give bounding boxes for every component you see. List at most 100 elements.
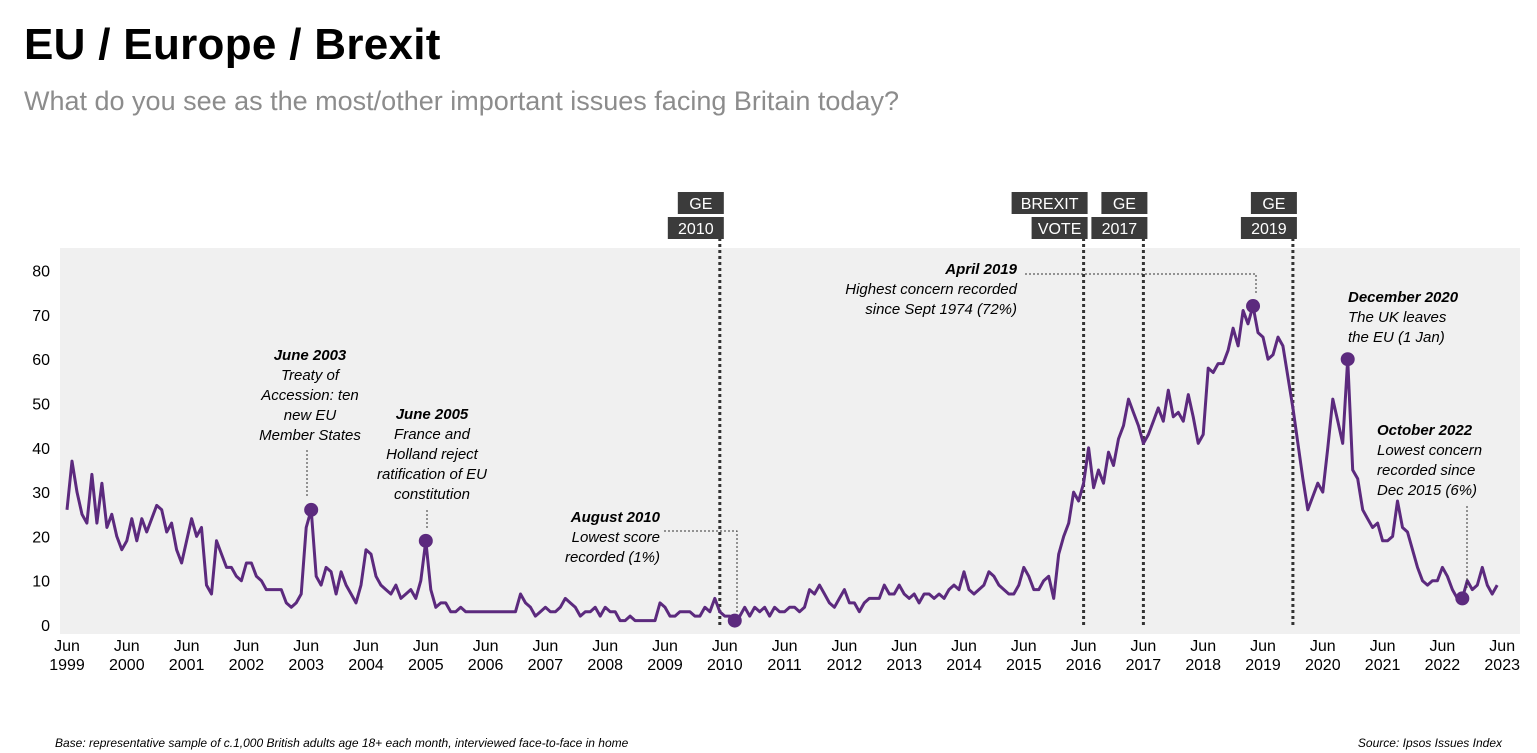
annotation-marker	[1455, 591, 1470, 606]
annotation-text: France and	[394, 426, 471, 443]
x-tick-label: Jun	[1190, 638, 1216, 655]
x-tick-label: 2015	[1006, 657, 1042, 674]
series-line	[65, 304, 1499, 623]
x-tick-label: Jun	[1250, 638, 1276, 655]
annotation-text: Accession: ten	[260, 387, 359, 404]
x-tick-label: Jun	[54, 638, 80, 655]
x-tick-label: 2021	[1365, 657, 1401, 674]
x-tick-label: Jun	[832, 638, 858, 655]
annotation-marker	[304, 502, 319, 517]
annotation-text: Lowest score	[572, 529, 660, 546]
annotation-marker	[418, 533, 433, 548]
footer-base-note: Base: representative sample of c.1,000 B…	[55, 736, 629, 750]
line-chart: 0 10 20 30 40 50 60 70 80 Jun 1999 Jun 2000 Jun 2001 Ju…	[32, 192, 1520, 674]
x-tick-label: 2001	[169, 657, 205, 674]
annotation-text: Treaty of	[281, 367, 341, 384]
event-label: VOTE	[1038, 221, 1082, 238]
event-label: 2010	[678, 221, 714, 238]
x-tick-label: 2012	[827, 657, 863, 674]
page-subtitle: What do you see as the most/other import…	[24, 86, 899, 116]
x-tick-label: Jun	[293, 638, 319, 655]
y-tick-label: 70	[32, 308, 50, 325]
event-label-box	[667, 217, 724, 239]
annotation-marker	[1246, 299, 1261, 314]
y-tick-label: 50	[32, 397, 50, 414]
x-tick-label: 2017	[1126, 657, 1162, 674]
y-tick-label: 80	[32, 264, 50, 281]
x-tick-label: 2003	[288, 657, 324, 674]
x-tick-label: Jun	[533, 638, 559, 655]
event-label-box	[1091, 217, 1148, 239]
x-tick-label: Jun	[1430, 638, 1456, 655]
event-label-box	[677, 192, 724, 214]
event-label: GE	[1262, 196, 1285, 213]
event-label-box	[1101, 192, 1148, 214]
event-label-box	[1031, 217, 1088, 239]
x-tick-label: 2011	[767, 657, 802, 674]
event-label-box	[1250, 192, 1297, 214]
annotation-title: October 2022	[1377, 422, 1473, 439]
x-tick-label: 2010	[707, 657, 743, 674]
event-label: 2019	[1251, 221, 1287, 238]
x-tick-label: Jun	[234, 638, 260, 655]
y-tick-label: 20	[32, 529, 50, 546]
x-tick-label: 2018	[1185, 657, 1221, 674]
event-label-box	[1011, 192, 1088, 214]
y-tick-label: 60	[32, 352, 50, 369]
x-tick-label: Jun	[652, 638, 678, 655]
annotation-marker	[727, 613, 742, 628]
x-tick-label: 2016	[1066, 657, 1102, 674]
x-tick-label: 1999	[49, 657, 85, 674]
annotation-text: constitution	[394, 486, 470, 503]
x-tick-label: Jun	[174, 638, 200, 655]
annotation-text: Highest concern recorded	[845, 281, 1017, 298]
annotation-leader	[664, 530, 738, 612]
x-tick-label: 2000	[109, 657, 145, 674]
x-tick-label: Jun	[1310, 638, 1336, 655]
annotation-text: Lowest concern	[1377, 442, 1482, 459]
annotation-text: Member States	[259, 427, 361, 444]
annotation-text: Holland reject	[386, 446, 479, 463]
x-tick-label: 2004	[348, 657, 384, 674]
annotation-text: since Sept 1974 (72%)	[865, 301, 1017, 318]
annotation-text: The UK leaves	[1348, 309, 1447, 326]
x-tick-label: 2014	[946, 657, 982, 674]
annotation-text: new EU	[284, 407, 337, 424]
y-tick-label: 40	[32, 441, 50, 458]
x-tick-label: 2023	[1484, 657, 1520, 674]
annotation-text: Dec 2015 (6%)	[1377, 482, 1477, 499]
annotation-text: recorded since	[1377, 462, 1475, 479]
x-tick-label: 2008	[587, 657, 623, 674]
event-label: GE	[1113, 196, 1136, 213]
footer-source: Source: Ipsos Issues Index	[1357, 736, 1502, 750]
x-tick-label: 2002	[229, 657, 265, 674]
x-tick-label: Jun	[772, 638, 798, 655]
x-tick-label: Jun	[114, 638, 140, 655]
x-tick-label: 2005	[408, 657, 444, 674]
x-tick-label: Jun	[1370, 638, 1396, 655]
annotation-leader	[1025, 273, 1257, 295]
x-tick-label: Jun	[413, 638, 439, 655]
x-tick-label: Jun	[891, 638, 917, 655]
x-tick-label: 2019	[1245, 657, 1281, 674]
annotation-title: April 2019	[944, 261, 1017, 278]
y-tick-label: 10	[32, 574, 50, 591]
x-tick-label: 2022	[1425, 657, 1461, 674]
annotation-text: recorded (1%)	[565, 549, 660, 566]
event-label-box	[1240, 217, 1297, 239]
x-tick-label: Jun	[1011, 638, 1037, 655]
x-tick-label: 2006	[468, 657, 504, 674]
annotation-title: December 2020	[1348, 289, 1459, 306]
y-tick-label: 0	[41, 618, 50, 635]
annotation-text: ratification of EU	[377, 466, 487, 483]
x-tick-label: Jun	[1071, 638, 1097, 655]
annotation-title: August 2010	[570, 509, 661, 526]
x-tick-label: Jun	[712, 638, 738, 655]
event-label: 2017	[1102, 221, 1138, 238]
x-tick-label: Jun	[473, 638, 499, 655]
x-tick-label: 2009	[647, 657, 683, 674]
event-label: GE	[689, 196, 712, 213]
x-tick-label: 2013	[886, 657, 922, 674]
annotation-text: the EU (1 Jan)	[1348, 329, 1445, 346]
annotation-title: June 2003	[274, 347, 347, 364]
